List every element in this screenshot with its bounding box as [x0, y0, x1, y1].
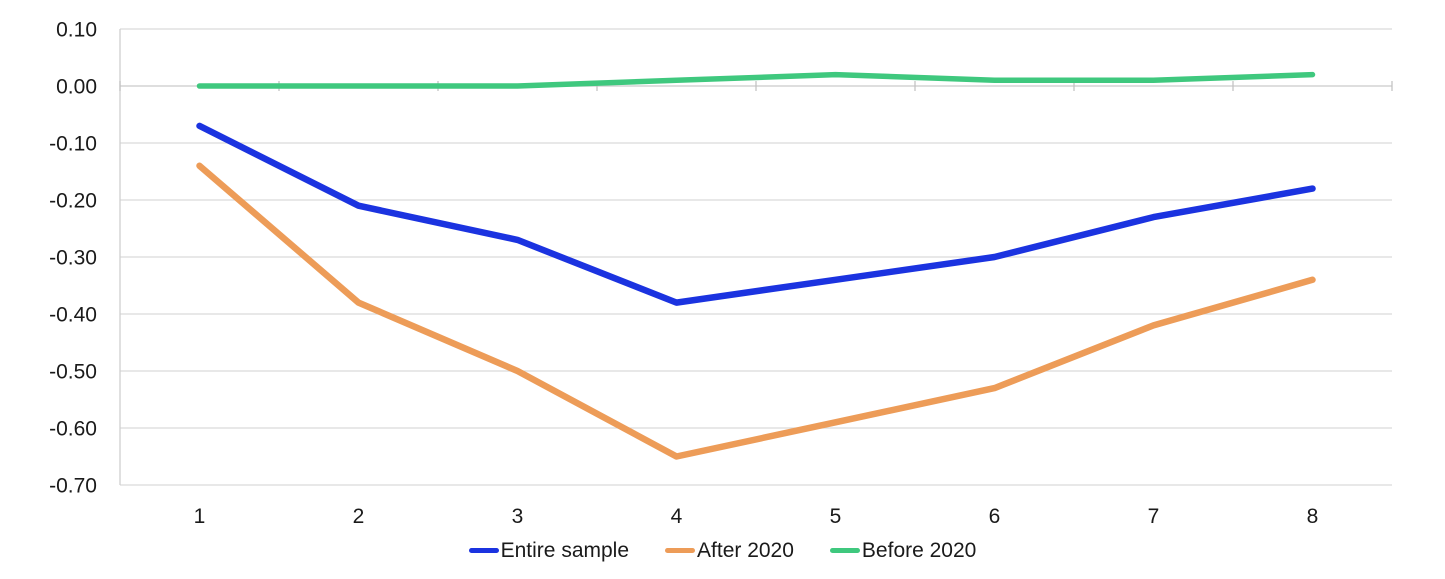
- x-axis-label: 8: [1307, 505, 1319, 528]
- legend: Entire sample After 2020 Before 2020: [0, 540, 1445, 561]
- y-axis-label: -0.70: [49, 475, 97, 498]
- x-axis-label: 5: [830, 505, 842, 528]
- series-line-entire-sample: [196, 122, 1316, 306]
- legend-item-before-2020: Before 2020: [829, 539, 977, 562]
- legend-label: After 2020: [697, 539, 794, 562]
- x-axis-label: 2: [353, 505, 365, 528]
- x-axis-label: 7: [1148, 505, 1160, 528]
- y-axis-label: -0.20: [49, 190, 97, 213]
- legend-item-entire-sample: Entire sample: [468, 539, 630, 562]
- series-line-after-2020: [196, 162, 1316, 460]
- y-axis-label: -0.60: [49, 418, 97, 441]
- series-line-before-2020: [196, 71, 1316, 89]
- legend-item-after-2020: After 2020: [665, 540, 794, 561]
- y-axis-label: -0.30: [49, 247, 97, 270]
- legend-label: Before 2020: [861, 539, 977, 562]
- x-axis-label: 4: [671, 505, 683, 528]
- x-axis-label: 3: [512, 505, 524, 528]
- x-axis-label: 6: [989, 505, 1001, 528]
- y-axis-label: 0.10: [56, 19, 97, 42]
- y-axis-label: 0.00: [56, 76, 97, 99]
- legend-label: Entire sample: [500, 539, 630, 562]
- y-axis-label: -0.10: [49, 133, 97, 156]
- entire-sample-line-swatch: [468, 548, 499, 553]
- y-axis-label: -0.50: [49, 361, 97, 384]
- y-axis-label: -0.40: [49, 304, 97, 327]
- after-2020-line-swatch: [665, 548, 696, 553]
- x-axis-label: 1: [194, 505, 206, 528]
- before-2020-line-swatch: [829, 548, 860, 553]
